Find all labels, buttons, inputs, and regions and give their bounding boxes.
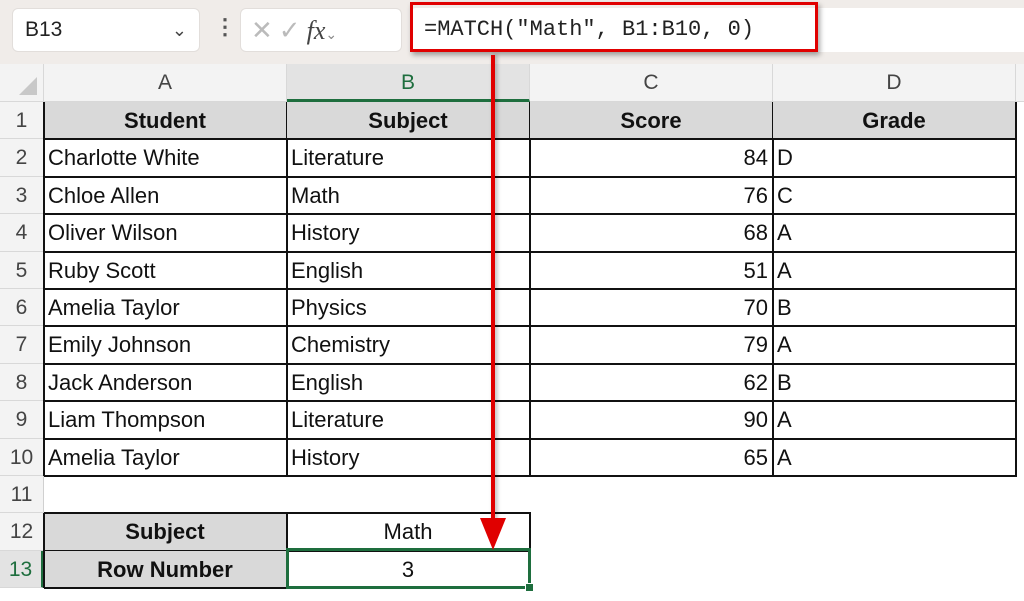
table-cell[interactable]: Amelia Taylor [44, 289, 288, 328]
formula-highlight [410, 2, 818, 52]
row-header-4[interactable]: 4 [0, 214, 44, 252]
table-cell[interactable]: 68 [530, 214, 774, 253]
table-cell[interactable]: B [773, 363, 1017, 403]
chevron-down-icon[interactable]: ⌄ [171, 20, 187, 40]
table-cell[interactable]: Liam Thompson [44, 401, 288, 440]
lookup-top-border [44, 512, 531, 515]
table-cell[interactable]: 76 [530, 176, 774, 216]
header-cell[interactable]: Student [44, 102, 288, 141]
table-cell[interactable]: Chemistry [287, 326, 531, 365]
row-header-7[interactable]: 7 [0, 326, 44, 364]
row-header-6[interactable]: 6 [0, 289, 44, 327]
table-cell[interactable]: Jack Anderson [44, 363, 288, 403]
row-header-3[interactable]: 3 [0, 176, 44, 215]
confirm-icon[interactable]: ✓ [278, 15, 307, 45]
arrow-head-icon [480, 518, 506, 550]
column-header-E[interactable] [1016, 64, 1024, 102]
table-cell[interactable]: C [773, 176, 1017, 216]
row-header-12[interactable]: 12 [0, 513, 44, 551]
row-header-13[interactable]: 13 [0, 550, 44, 589]
table-cell[interactable]: Chloe Allen [44, 176, 288, 216]
table-cell[interactable]: Oliver Wilson [44, 214, 288, 253]
table-cell[interactable]: A [773, 401, 1017, 440]
column-header-D[interactable]: D [773, 64, 1016, 102]
header-cell[interactable]: Subject [287, 102, 531, 141]
insert-function-icon[interactable]: fx [306, 16, 326, 45]
lookup-label-row-number[interactable]: Row Number [44, 550, 288, 590]
lookup-left-border [43, 513, 45, 589]
lookup-label-subject[interactable]: Subject [44, 513, 288, 552]
table-cell[interactable]: D [773, 139, 1017, 178]
table-cell[interactable]: 51 [530, 251, 774, 290]
table-left-border [43, 102, 45, 476]
table-cell[interactable]: 79 [530, 326, 774, 365]
row-header-2[interactable]: 2 [0, 139, 44, 177]
table-cell[interactable]: Emily Johnson [44, 326, 288, 365]
column-header-B[interactable]: B [287, 64, 530, 102]
table-cell[interactable]: A [773, 214, 1017, 253]
row-header-5[interactable]: 5 [0, 251, 44, 289]
select-all-button[interactable] [0, 64, 44, 102]
selected-cell-border [286, 548, 531, 589]
row-header-1[interactable]: 1 [0, 102, 44, 140]
table-cell[interactable]: History [287, 214, 531, 253]
fill-handle[interactable] [525, 583, 534, 592]
table-cell[interactable]: A [773, 251, 1017, 290]
table-cell[interactable]: Math [287, 176, 531, 216]
formula-input[interactable]: =MATCH("Math", B1:B10, 0) [410, 8, 1024, 52]
formula-controls: ✕✓fx⌄ [240, 8, 402, 52]
table-cell[interactable]: 90 [530, 401, 774, 440]
table-cell[interactable]: 65 [530, 438, 774, 477]
table-cell[interactable]: Physics [287, 289, 531, 328]
name-box-value: B13 [25, 18, 63, 41]
row-header-9[interactable]: 9 [0, 401, 44, 439]
row-header-10[interactable]: 10 [0, 438, 44, 476]
formula-bar: B13 ⌄ ⋮ ✕✓fx⌄ =MATCH("Math", B1:B10, 0) [0, 0, 1024, 64]
table-cell[interactable]: English [287, 251, 531, 290]
table-cell[interactable]: 62 [530, 363, 774, 403]
cancel-icon[interactable]: ✕ [251, 15, 279, 45]
table-cell[interactable]: 84 [530, 139, 774, 178]
column-header-A[interactable]: A [44, 64, 287, 102]
table-cell[interactable]: B [773, 289, 1017, 328]
table-cell[interactable]: Literature [287, 401, 531, 440]
table-cell[interactable]: A [773, 326, 1017, 365]
column-header-C[interactable]: C [530, 64, 773, 102]
table-cell[interactable]: Charlotte White [44, 139, 288, 178]
table-cell[interactable]: English [287, 363, 531, 403]
row-header-8[interactable]: 8 [0, 363, 44, 402]
table-cell[interactable]: A [773, 438, 1017, 477]
table-cell[interactable]: Literature [287, 139, 531, 178]
name-box[interactable]: B13 ⌄ [12, 8, 200, 52]
row-header-11[interactable]: 11 [0, 476, 44, 514]
table-cell[interactable]: History [287, 438, 531, 477]
more-icon[interactable]: ⋮ [214, 14, 236, 39]
table-cell[interactable]: Amelia Taylor [44, 438, 288, 477]
annotation-arrow [491, 55, 495, 520]
table-cell[interactable]: Ruby Scott [44, 251, 288, 290]
header-cell[interactable]: Grade [773, 102, 1017, 141]
table-cell[interactable]: 70 [530, 289, 774, 328]
header-cell[interactable]: Score [530, 102, 774, 141]
chevron-down-icon[interactable]: ⌄ [325, 26, 338, 42]
